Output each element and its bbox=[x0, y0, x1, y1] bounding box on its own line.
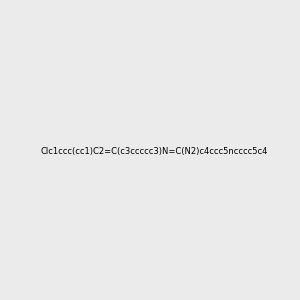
Text: Clc1ccc(cc1)C2=C(c3ccccc3)N=C(N2)c4ccc5ncccc5c4: Clc1ccc(cc1)C2=C(c3ccccc3)N=C(N2)c4ccc5n… bbox=[40, 147, 267, 156]
